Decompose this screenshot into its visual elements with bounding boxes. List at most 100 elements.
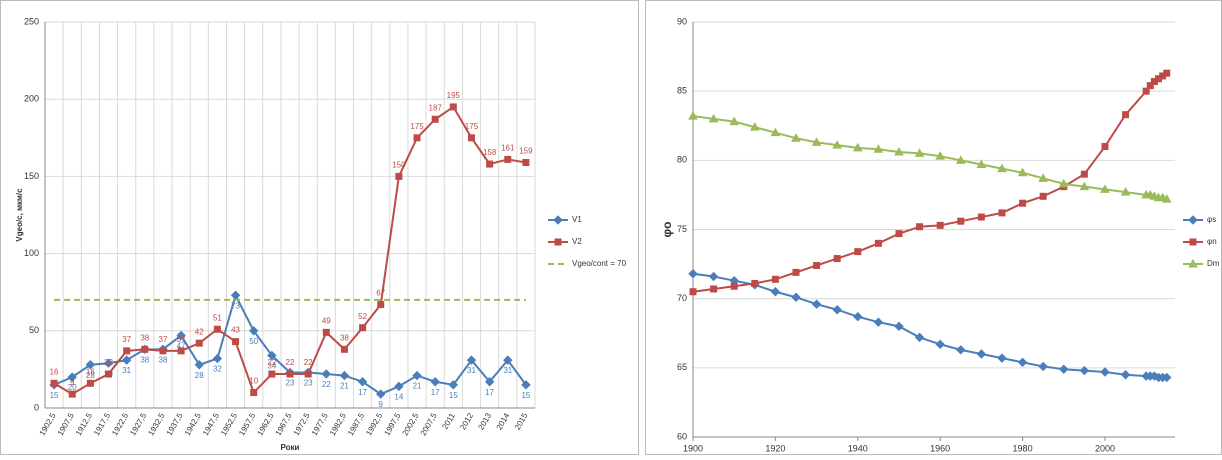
marker [1038, 173, 1049, 182]
y-tick-label: 85 [677, 86, 687, 96]
data-label: 37 [177, 335, 186, 344]
legend-label: Vgeo/cont = 70 [572, 259, 627, 268]
marker [503, 355, 513, 365]
legend-marker [554, 238, 562, 246]
marker [1146, 82, 1154, 90]
marker [770, 127, 781, 137]
marker [194, 360, 204, 370]
left-panel [0, 0, 639, 455]
marker [413, 134, 421, 142]
data-label: 37 [122, 335, 131, 344]
data-label: 73 [231, 301, 240, 310]
legend-marker [1188, 215, 1198, 225]
marker [832, 140, 843, 149]
y-tick-label: 80 [677, 155, 687, 165]
marker [430, 377, 440, 387]
x-axis-label: Роки [281, 443, 300, 452]
marker [304, 370, 312, 378]
marker [792, 268, 800, 276]
data-label: 38 [140, 333, 149, 342]
data-label: 38 [140, 355, 149, 364]
data-label: 23 [304, 379, 313, 388]
marker [159, 347, 167, 355]
data-label: 16 [86, 367, 95, 376]
marker [213, 325, 221, 333]
marker [141, 345, 149, 353]
marker [123, 347, 131, 355]
data-label: 22 [267, 358, 276, 367]
marker [833, 255, 841, 263]
marker [484, 377, 495, 387]
marker [521, 380, 531, 390]
data-label: 43 [231, 326, 240, 335]
marker [177, 347, 185, 355]
marker [811, 137, 822, 146]
marker [791, 292, 801, 302]
marker [1017, 167, 1028, 177]
marker [813, 261, 821, 269]
marker [68, 390, 76, 398]
y-axis-label: Vgeo/c, мкм/с [15, 188, 24, 242]
marker [176, 330, 186, 341]
marker [811, 299, 822, 309]
data-label: 22 [322, 380, 331, 389]
data-label: 37 [159, 335, 168, 344]
marker [956, 345, 966, 355]
marker [105, 370, 113, 378]
marker [1120, 370, 1131, 380]
y-tick-label: 0 [34, 402, 39, 412]
data-label: 21 [340, 382, 349, 391]
data-label: 9 [379, 400, 384, 409]
marker [710, 285, 718, 293]
data-label: 51 [213, 313, 222, 322]
marker [1162, 372, 1172, 383]
data-label: 31 [467, 366, 476, 375]
marker [791, 133, 801, 142]
marker [935, 151, 946, 160]
marker [689, 288, 697, 296]
marker [955, 155, 966, 164]
marker [852, 142, 863, 152]
marker [103, 358, 114, 368]
data-label: 14 [394, 392, 403, 401]
data-label: 38 [340, 333, 349, 342]
marker [376, 389, 386, 399]
data-label: 175 [465, 122, 479, 131]
y-tick-label: 70 [677, 293, 687, 303]
legend-marker [553, 215, 563, 225]
marker [708, 271, 719, 282]
legend-label: V2 [572, 237, 582, 246]
data-label: 16 [50, 367, 59, 376]
marker [730, 282, 738, 290]
marker [395, 172, 403, 180]
marker [873, 144, 884, 153]
y-tick-label: 60 [677, 431, 687, 441]
legend-label: φs [1207, 215, 1216, 224]
x-tick-label: 2000 [1095, 443, 1115, 453]
data-label: 15 [449, 391, 458, 400]
y-tick-label: 200 [24, 94, 39, 104]
data-label: 23 [286, 379, 295, 388]
data-label: 42 [195, 327, 204, 336]
data-label: 22 [304, 358, 313, 367]
data-label: 17 [358, 388, 367, 397]
data-label: 50 [249, 337, 258, 346]
marker [770, 287, 781, 297]
y-tick-label: 65 [677, 362, 687, 372]
marker [466, 355, 477, 365]
marker [1120, 187, 1131, 196]
marker [504, 155, 512, 163]
data-label: 175 [410, 122, 424, 131]
marker [914, 148, 925, 157]
marker [976, 159, 987, 168]
marker [248, 326, 259, 336]
data-label: 15 [521, 391, 530, 400]
marker [121, 355, 132, 365]
data-label: 10 [249, 377, 258, 386]
y-tick-label: 150 [24, 171, 39, 181]
marker [394, 381, 404, 392]
marker [935, 339, 945, 350]
data-label: 195 [447, 91, 461, 100]
data-label: 28 [86, 371, 95, 380]
